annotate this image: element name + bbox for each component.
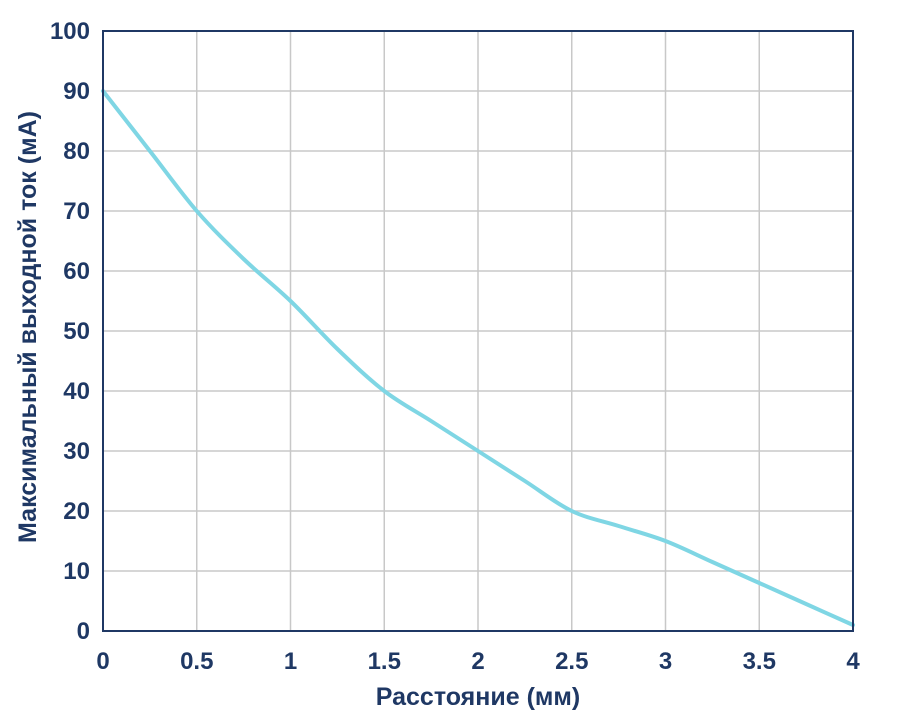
- y-tick-label: 80: [63, 138, 90, 165]
- y-tick-label: 40: [63, 378, 90, 405]
- y-tick-label: 50: [63, 318, 90, 345]
- y-tick-label: 70: [63, 198, 90, 225]
- x-tick-labels: 0 0.5 1 1.5 2 2.5 3 3.5 4: [96, 648, 860, 675]
- x-tick-label: 2.5: [555, 648, 588, 675]
- y-axis-label: Максимальный выходной ток (мА): [14, 111, 42, 543]
- y-tick-label: 20: [63, 498, 90, 525]
- x-tick-label: 1.5: [368, 648, 401, 675]
- x-tick-label: 0.5: [180, 648, 213, 675]
- x-tick-label: 1: [284, 648, 297, 675]
- x-tick-label: 0: [96, 648, 109, 675]
- x-axis-label: Расстояние (мм): [376, 683, 580, 711]
- grid: [102, 30, 854, 632]
- y-tick-label: 30: [63, 438, 90, 465]
- plot-frame: [102, 30, 854, 632]
- y-tick-label: 60: [63, 258, 90, 285]
- x-tick-label: 3: [659, 648, 672, 675]
- x-tick-label: 4: [846, 648, 860, 675]
- y-tick-label: 0: [77, 618, 90, 645]
- y-tick-label: 90: [63, 78, 90, 105]
- x-tick-label: 2: [471, 648, 484, 675]
- x-tick-label: 3.5: [743, 648, 776, 675]
- series-line: [101, 89, 855, 627]
- y-tick-label: 100: [50, 18, 90, 45]
- series-group: [101, 89, 855, 627]
- y-tick-label: 10: [63, 558, 90, 585]
- y-tick-labels: 0 10 20 30 40 50 60 70 80 90 100: [50, 18, 90, 645]
